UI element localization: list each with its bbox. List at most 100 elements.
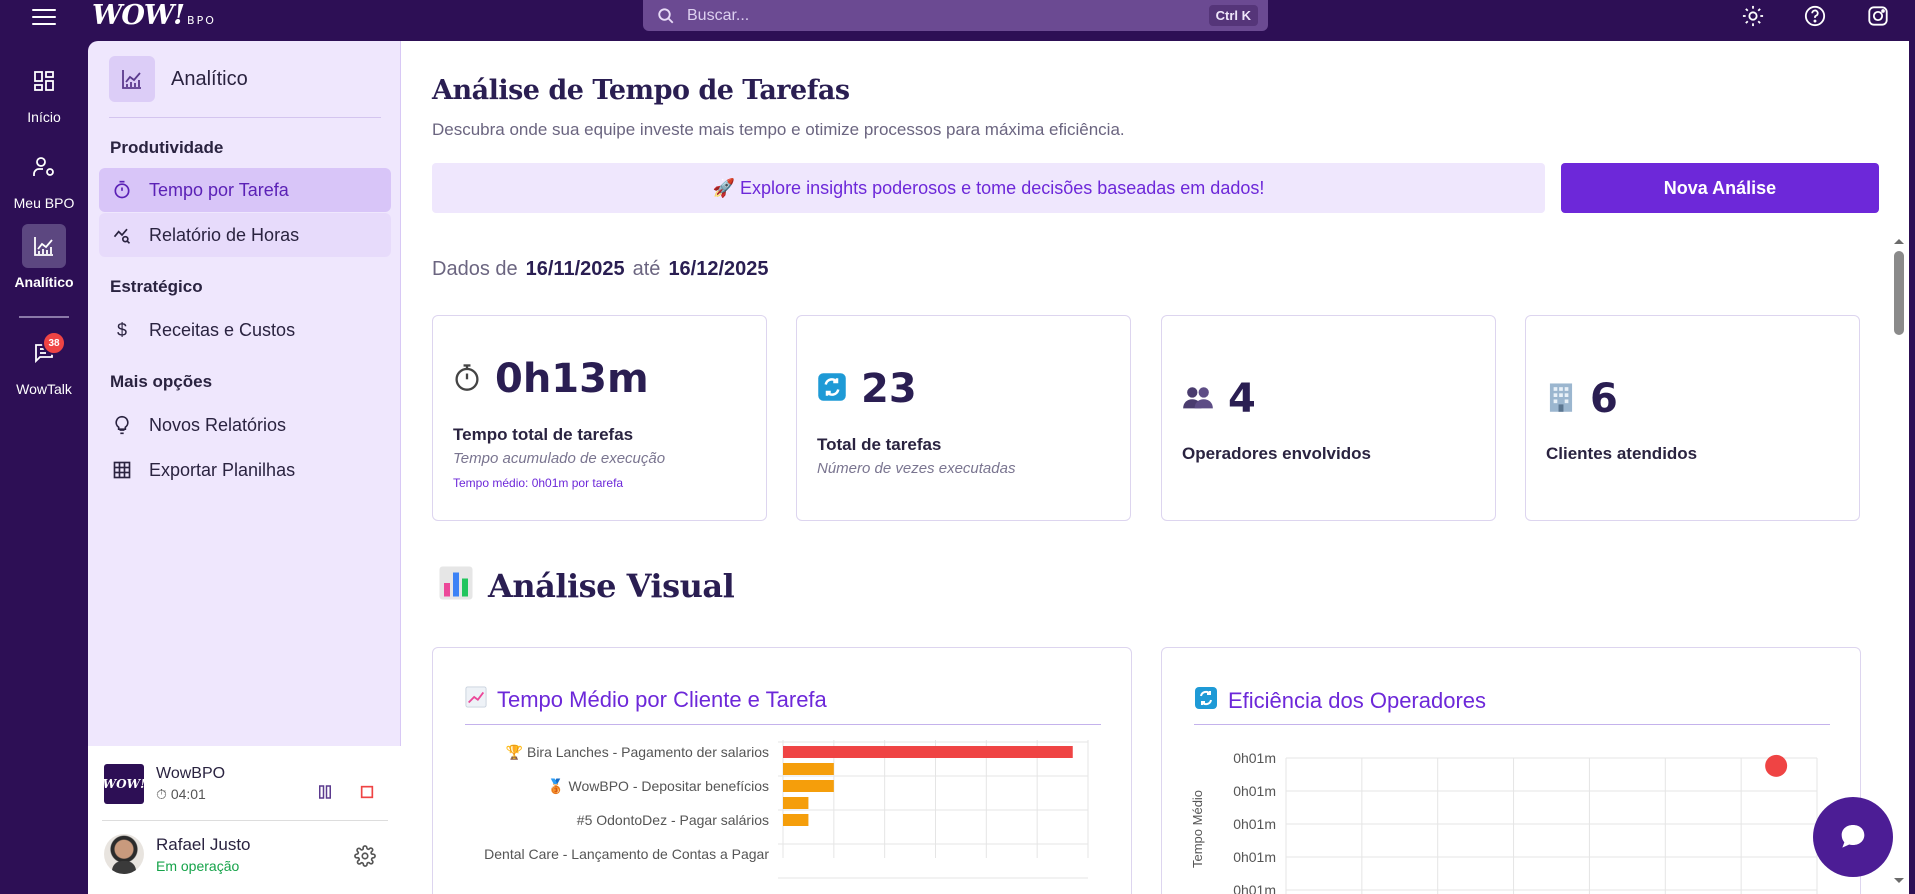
chat-icon: 38 [22, 331, 66, 375]
workspace-info: WOW! WowBPO ⏱ 04:01 [103, 764, 226, 804]
timer-icon [109, 180, 135, 200]
rail-label: Meu BPO [13, 195, 75, 211]
top-bar: WOW!BPO Ctrl K [0, 0, 1915, 41]
y-tick-label: 0h01m [1233, 750, 1276, 766]
y-tick-label: 0h01m [1233, 783, 1276, 799]
chart-header: Tempo Médio por Cliente e Tarefa [465, 686, 827, 713]
bar [783, 814, 809, 826]
page-subtitle: Descubra onde sua equipe investe mais te… [432, 120, 1125, 139]
scrollbar-thumb[interactable] [1894, 251, 1904, 335]
stat-card-clients: 6 Clientes atendidos [1525, 315, 1860, 521]
stat-label: Clientes atendidos [1546, 444, 1698, 463]
chat-bubble-icon [1841, 825, 1865, 848]
section-mais-opcoes: Mais opções [110, 372, 213, 391]
nav-item-label: Receitas e Custos [149, 319, 296, 340]
insight-banner: 🚀 Explore insights poderosos e tome deci… [432, 163, 1545, 213]
chart-title: Eficiência dos Operadores [1228, 687, 1487, 713]
stat-value: 23 [861, 366, 917, 412]
chart-line-icon [22, 224, 66, 268]
scroll-up-icon[interactable] [1889, 235, 1909, 247]
nav-item-exportar-planilhas[interactable]: Exportar Planilhas [99, 448, 391, 492]
nav-item-receitas-e-custos[interactable]: $ Receitas e Custos [99, 308, 391, 352]
analytics-panel: Analítico Produtividade Tempo por Tarefa… [88, 41, 401, 894]
rail-divider [19, 316, 69, 318]
chat-launcher-button[interactable] [1813, 797, 1893, 877]
panel-footer: WOW! WowBPO ⏱ 04:01 Rafael Justo Em oper… [88, 746, 401, 894]
table-icon [109, 460, 135, 480]
workspace-timer: ⏱ 04:01 [156, 786, 225, 803]
rail-label: Início [27, 109, 61, 125]
panel-divider [109, 117, 381, 118]
category-label: 🏆 Bira Lanches - Pagamento der salarios [506, 744, 769, 761]
nav-item-label: Exportar Planilhas [149, 459, 296, 480]
rail-item-wowtalk[interactable]: 38 WowTalk [0, 331, 88, 397]
unread-badge: 38 [42, 331, 66, 355]
hamburger-menu-icon[interactable] [30, 4, 58, 28]
chart-header: Eficiência dos Operadores [1194, 686, 1486, 715]
stopwatch-icon [453, 362, 481, 397]
scrollbar[interactable] [1889, 41, 1909, 894]
search-bar[interactable]: Ctrl K [643, 0, 1268, 31]
workspace-name: WowBPO [156, 765, 226, 782]
nav-item-novos-relatorios[interactable]: Novos Relatórios [99, 403, 391, 447]
stat-value: 4 [1228, 376, 1256, 422]
efficiency-scatter-chart: 0h01m 0h01m 0h01m 0h01m 0h01m Tempo Médio [1190, 750, 1818, 894]
panel-header: Analítico [109, 56, 248, 102]
bar [783, 797, 809, 809]
stat-value: 0h13m [495, 356, 649, 402]
clock-icon: ⏱ [156, 786, 167, 802]
stat-card-operators: 4 Operadores envolvidos [1161, 315, 1496, 521]
date-separator: até [632, 258, 661, 280]
chart-divider [1194, 724, 1830, 725]
nav-item-tempo-por-tarefa[interactable]: Tempo por Tarefa [99, 168, 391, 212]
settings-button[interactable] [353, 844, 377, 868]
rail-item-inicio[interactable]: Início [0, 59, 88, 125]
chart-search-icon [109, 225, 135, 245]
stat-label: Total de tarefas [817, 435, 942, 454]
stat-value: 6 [1590, 376, 1618, 422]
chart-line-icon [109, 56, 155, 102]
stat-sublabel: Número de vezes executadas [817, 460, 1016, 477]
help-icon[interactable] [1801, 2, 1829, 30]
lightbulb-icon [109, 415, 135, 435]
category-label: Dental Care - Lançamento de Contas a Pag… [484, 846, 769, 862]
user-gear-icon [22, 145, 66, 189]
stop-button[interactable] [355, 780, 379, 804]
bar [783, 780, 834, 792]
stat-note: Tempo médio: 0h01m por tarefa [453, 476, 624, 490]
rail-item-meu-bpo[interactable]: Meu BPO [0, 145, 88, 211]
new-analysis-button[interactable]: Nova Análise [1561, 163, 1879, 213]
stat-card-total-tasks: 23 Total de tarefas Número de vezes exec… [796, 315, 1131, 521]
building-icon [1546, 381, 1576, 418]
nav-item-label: Novos Relatórios [149, 414, 287, 435]
app-logo[interactable]: WOW! BPO [92, 0, 216, 31]
instagram-icon[interactable] [1864, 2, 1892, 30]
date-prefix: Dados de [432, 258, 518, 280]
people-icon [1182, 382, 1214, 417]
y-tick-label: 0h01m [1233, 882, 1276, 894]
bar [783, 746, 1073, 758]
chart-up-icon [465, 686, 487, 713]
chart-divider [465, 724, 1101, 725]
data-point [1765, 754, 1788, 777]
section-estrategico: Estratégico [110, 277, 203, 296]
scroll-down-icon[interactable] [1889, 875, 1909, 887]
chart-title: Tempo Médio por Cliente e Tarefa [497, 686, 827, 712]
repeat-icon [817, 372, 847, 407]
stat-label: Operadores envolvidos [1182, 444, 1371, 463]
section-produtividade: Produtividade [110, 138, 224, 157]
sun-icon[interactable] [1739, 2, 1767, 30]
page-title: Análise de Tempo de Tarefas [432, 75, 850, 106]
nav-item-relatorio-de-horas[interactable]: Relatório de Horas [99, 213, 391, 257]
y-tick-label: 0h01m [1233, 816, 1276, 832]
nav-item-label: Relatório de Horas [149, 224, 300, 245]
timer-value: 04:01 [170, 786, 206, 802]
dollar-icon: $ [116, 319, 127, 340]
user-info[interactable]: Rafael Justo Em operação [104, 834, 251, 874]
search-input[interactable] [687, 6, 1209, 25]
user-name: Rafael Justo [156, 834, 251, 854]
pause-button[interactable] [313, 780, 337, 804]
y-axis-label: Tempo Médio [1190, 790, 1205, 868]
search-icon [658, 7, 674, 23]
rail-item-analitico[interactable]: Analítico [0, 224, 88, 290]
